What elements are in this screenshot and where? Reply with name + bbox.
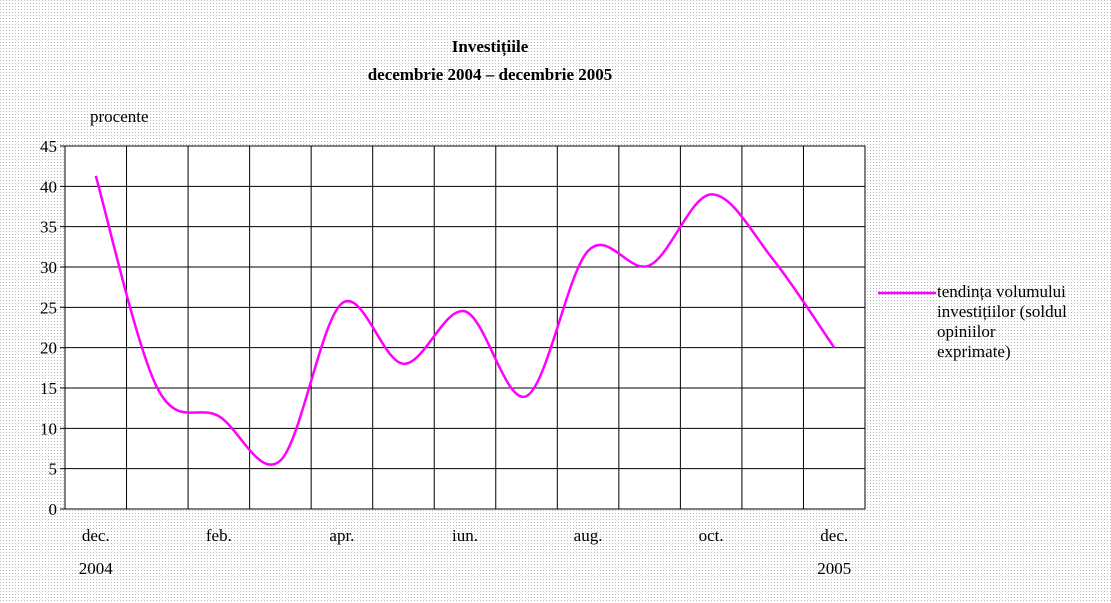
y-tick-label: 15 [40, 379, 57, 398]
plot-area [64, 145, 866, 510]
y-tick-label: 0 [49, 500, 58, 519]
x-tick-label: aug. [574, 526, 603, 545]
y-axis-label: procente [90, 107, 149, 126]
chart-title: Investițiile [452, 37, 529, 57]
y-tick-label: 25 [40, 298, 57, 317]
y-tick-label: 40 [40, 177, 57, 196]
y-tick-label: 20 [40, 339, 57, 358]
y-tick-label: 35 [40, 218, 57, 237]
x-tick-label: feb. [206, 526, 232, 545]
x-tick-label: apr. [329, 526, 354, 545]
y-tick-label: 5 [49, 460, 58, 479]
legend-label: tendința volumului investițiilor (soldul… [937, 282, 1067, 361]
x-tick-label: iun. [452, 526, 478, 545]
chart-subtitle: decembrie 2004 – decembrie 2005 [368, 65, 613, 84]
y-tick-label: 45 [40, 137, 57, 156]
x-tick-label: dec. 2005 [817, 526, 851, 578]
x-tick-label: oct. [699, 526, 724, 545]
data-line [94, 175, 836, 466]
y-tick-label: 30 [40, 258, 57, 277]
y-tick-label: 10 [40, 419, 57, 438]
x-tick-label: dec. 2004 [79, 526, 114, 578]
